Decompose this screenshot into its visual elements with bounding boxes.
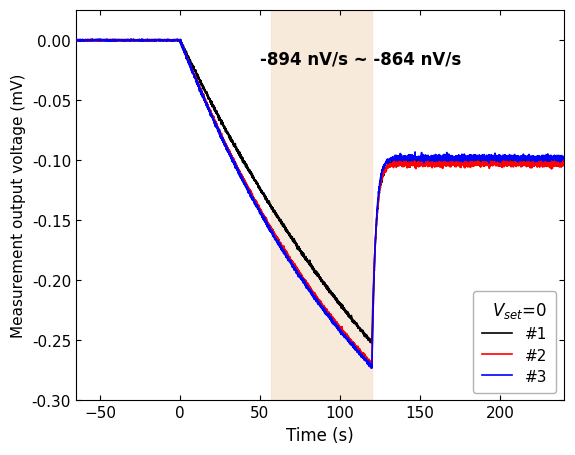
Line: #3: #3 xyxy=(76,40,564,369)
#2 xyxy=(72,38,79,44)
#3 xyxy=(390,157,397,163)
#3 xyxy=(138,37,145,43)
#3 xyxy=(474,156,481,161)
#3 xyxy=(561,155,568,161)
#1 xyxy=(72,38,79,43)
#3 xyxy=(161,38,168,44)
#1 xyxy=(561,156,568,162)
#1 xyxy=(128,37,135,43)
#1 xyxy=(474,159,481,164)
#1 xyxy=(390,162,397,167)
#3 xyxy=(72,38,79,43)
Line: #2: #2 xyxy=(76,40,564,365)
Legend: #1, #2, #3: #1, #2, #3 xyxy=(473,292,556,393)
#3 xyxy=(368,366,375,371)
#2 xyxy=(474,161,481,167)
#3 xyxy=(365,361,372,367)
#2 xyxy=(390,166,397,171)
#2 xyxy=(161,38,168,44)
#2 xyxy=(259,212,266,218)
#2 xyxy=(369,363,375,368)
#3 xyxy=(259,213,266,218)
#2 xyxy=(365,359,372,364)
Line: #1: #1 xyxy=(76,40,564,343)
#2 xyxy=(437,161,444,166)
#1 xyxy=(365,338,372,344)
Y-axis label: Measurement output voltage (mV): Measurement output voltage (mV) xyxy=(11,74,26,338)
#1 xyxy=(437,158,444,164)
Bar xyxy=(271,11,372,400)
#2 xyxy=(89,37,96,43)
X-axis label: Time (s): Time (s) xyxy=(286,426,354,444)
#3 xyxy=(437,156,444,161)
#2 xyxy=(561,162,568,167)
#1 xyxy=(259,191,266,197)
Text: -894 nV/s ~ -864 nV/s: -894 nV/s ~ -864 nV/s xyxy=(260,51,461,69)
#1 xyxy=(161,39,168,44)
#1 xyxy=(368,340,375,346)
